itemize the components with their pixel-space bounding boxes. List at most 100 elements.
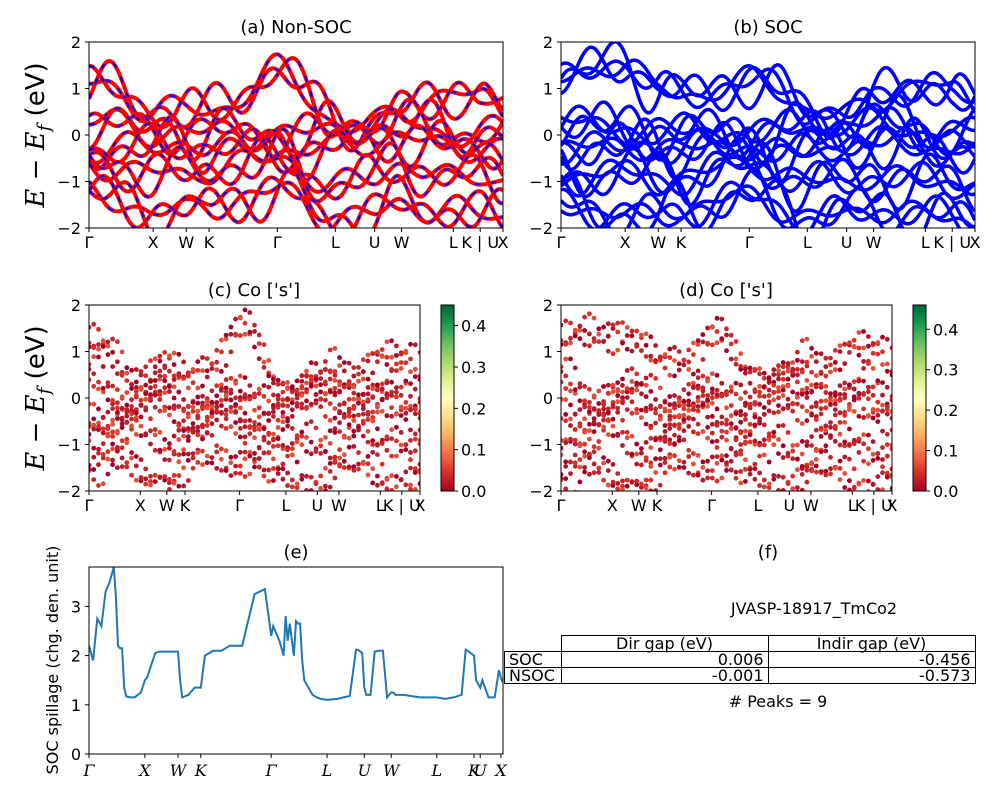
band-point: [577, 381, 583, 386]
band-point: [323, 465, 328, 471]
band-point: [889, 466, 892, 472]
band-point: [171, 373, 177, 379]
band-point: [185, 451, 191, 457]
band-point: [813, 469, 819, 475]
band-point: [568, 471, 573, 476]
band-point: [351, 464, 357, 470]
band-point: [89, 401, 92, 407]
band-point: [639, 484, 644, 490]
band-point: [384, 413, 390, 419]
band-point: [884, 336, 890, 342]
band-point: [360, 369, 366, 375]
band-point: [861, 458, 866, 464]
band-point: [389, 487, 394, 491]
band-point: [866, 413, 871, 419]
band-point: [351, 413, 357, 419]
band-point: [167, 389, 172, 394]
band-point: [318, 396, 324, 402]
band-point: [790, 443, 796, 448]
band-point: [809, 382, 814, 388]
band-point: [761, 477, 767, 483]
band-point: [195, 432, 201, 438]
band-point: [157, 389, 163, 394]
band-point: [761, 394, 767, 399]
band-point: [752, 387, 758, 393]
band-point: [657, 385, 663, 391]
band-point: [889, 345, 892, 351]
band-point: [795, 442, 800, 448]
band-point: [275, 393, 281, 398]
band-point: [761, 452, 767, 458]
band-point: [318, 485, 324, 491]
band-point: [601, 413, 606, 418]
band-point: [370, 415, 376, 420]
x-tick-label: L: [281, 496, 290, 515]
band-point: [823, 364, 829, 370]
band-point: [370, 370, 376, 376]
band-point: [620, 483, 625, 489]
band-point: [365, 428, 371, 434]
band-point: [417, 469, 420, 475]
band-point: [96, 446, 101, 452]
band-point: [875, 340, 881, 345]
band-point: [162, 378, 168, 384]
band-point: [341, 360, 347, 365]
band-point: [96, 483, 101, 488]
band-point: [242, 434, 248, 440]
band-point: [89, 324, 92, 330]
band-point: [337, 463, 342, 469]
band-point: [686, 447, 692, 453]
band-point: [280, 446, 286, 452]
band-point: [408, 450, 413, 455]
x-tick-label: Γ: [85, 233, 94, 252]
band-point: [110, 364, 115, 369]
band-point: [242, 375, 248, 380]
band-point: [667, 372, 673, 378]
band-point: [747, 369, 753, 375]
band-point: [167, 384, 172, 389]
band-point: [625, 495, 630, 500]
band-point: [332, 378, 338, 383]
band-point: [596, 388, 602, 394]
x-tick-label: Γ: [235, 496, 244, 515]
band-point: [785, 364, 791, 370]
band-point: [181, 397, 187, 402]
band-point: [870, 407, 876, 412]
band-point: [148, 385, 153, 391]
x-tick-label: X: [607, 496, 618, 515]
band-point: [327, 388, 333, 394]
band-point: [100, 430, 106, 436]
band-point: [629, 433, 635, 439]
band-point: [724, 437, 729, 443]
band-point: [247, 425, 253, 431]
band-point: [266, 450, 272, 456]
band-point: [591, 461, 597, 467]
band-point: [657, 413, 663, 419]
band-point: [247, 310, 253, 315]
band-point: [615, 399, 621, 405]
band-point: [214, 367, 220, 373]
band-point: [733, 425, 739, 431]
band-point: [110, 457, 115, 463]
band-point: [403, 469, 409, 475]
band-point: [880, 392, 885, 398]
x-tick-label: L: [803, 233, 812, 252]
band-point: [709, 439, 715, 445]
band-point: [337, 409, 342, 414]
band-point: [152, 404, 158, 410]
band-point: [323, 449, 328, 454]
band-point: [790, 473, 796, 479]
band-point: [832, 465, 838, 471]
band-point: [223, 363, 229, 368]
band-point: [185, 414, 191, 420]
band-point: [129, 416, 135, 422]
band-point: [313, 479, 319, 485]
band-point: [337, 388, 342, 394]
band-point: [856, 396, 862, 401]
band-point: [743, 370, 748, 376]
band-point: [587, 428, 592, 433]
band-point: [167, 457, 172, 463]
band-point: [237, 315, 243, 321]
band-point: [596, 439, 602, 444]
band-point: [370, 386, 376, 392]
